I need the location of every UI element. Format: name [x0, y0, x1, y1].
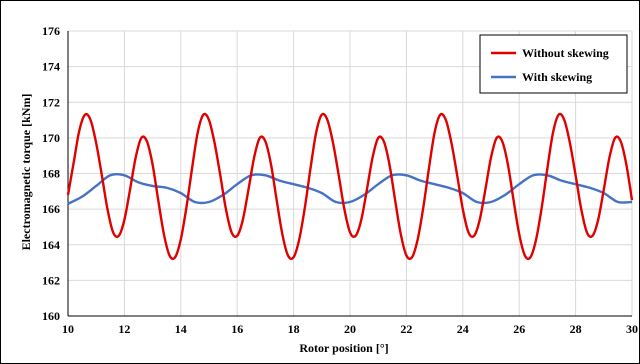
y-tick-label: 168 — [42, 167, 60, 181]
x-tick-label: 14 — [175, 322, 187, 336]
y-tick-label: 162 — [42, 273, 60, 287]
x-tick-label: 28 — [570, 322, 582, 336]
y-tick-label: 172 — [42, 95, 60, 109]
x-tick-label: 10 — [62, 322, 74, 336]
x-tick-label: 22 — [400, 322, 412, 336]
series-line-without-skewing — [66, 112, 634, 261]
y-tick-label: 174 — [42, 60, 60, 74]
y-axis-label: Electromagnetic torque [kNm] — [19, 94, 33, 251]
series-lines — [66, 112, 634, 261]
legend-label-without-skewing: Without skewing — [522, 46, 609, 60]
x-tick-label: 18 — [288, 322, 300, 336]
y-tick-label: 160 — [42, 309, 60, 323]
legend-box — [479, 34, 628, 94]
y-tick-label: 164 — [42, 238, 60, 252]
x-tick-label: 30 — [626, 322, 638, 336]
y-tick-label: 176 — [42, 24, 60, 38]
tick-labels: 10 12 14 16 18 20 22 24 26 28 30 160 162 164 166 168 170… — [42, 24, 638, 336]
y-tick-label: 170 — [42, 131, 60, 145]
axes — [67, 31, 632, 317]
x-tick-label: 16 — [231, 322, 243, 336]
x-tick-label: 24 — [457, 322, 469, 336]
x-axis-label: Rotor position [°] — [299, 341, 388, 355]
series-line-with-skewing — [67, 172, 633, 205]
x-tick-label: 12 — [118, 322, 130, 336]
x-tick-label: 20 — [344, 322, 356, 336]
legend-label-with-skewing: With skewing — [522, 70, 592, 84]
x-tick-label: 26 — [513, 322, 525, 336]
legend: Without skewing With skewing — [479, 34, 628, 94]
y-tick-label: 166 — [42, 202, 60, 216]
